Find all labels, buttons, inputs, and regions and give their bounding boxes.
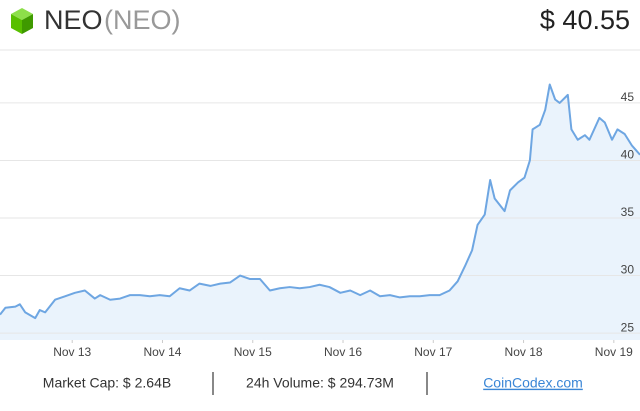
coincodex-link[interactable]: CoinCodex.com xyxy=(483,375,583,391)
y-tick-label: 45 xyxy=(621,90,635,104)
x-tick-label: Nov 15 xyxy=(234,345,272,359)
coin-name: NEO xyxy=(44,5,103,35)
x-tick-label: Nov 17 xyxy=(414,345,452,359)
plot: 25 30 35 40 45 Nov 13 Nov 14 Nov 15 Nov 16 Nov 17… xyxy=(0,83,640,359)
volume: 24h Volume: $ 294.73M xyxy=(246,375,394,391)
coin-symbol: (NEO) xyxy=(104,5,181,35)
y-tick-label: 25 xyxy=(621,320,635,334)
y-tick-label: 35 xyxy=(621,205,635,219)
x-tick-label: Nov 19 xyxy=(595,345,633,359)
y-tick-label: 40 xyxy=(621,148,635,162)
logo xyxy=(11,8,33,34)
area xyxy=(0,84,640,341)
x-tick-label: Nov 16 xyxy=(324,345,362,359)
price-line xyxy=(0,83,640,320)
x-tick-label: Nov 13 xyxy=(53,345,91,359)
y-tick-label: 30 xyxy=(621,263,635,277)
market-cap: Market Cap: $ 2.64B xyxy=(43,375,171,391)
x-tick-label: Nov 14 xyxy=(143,345,181,359)
x-tick-label: Nov 18 xyxy=(505,345,543,359)
price: $ 40.55 xyxy=(540,5,630,35)
